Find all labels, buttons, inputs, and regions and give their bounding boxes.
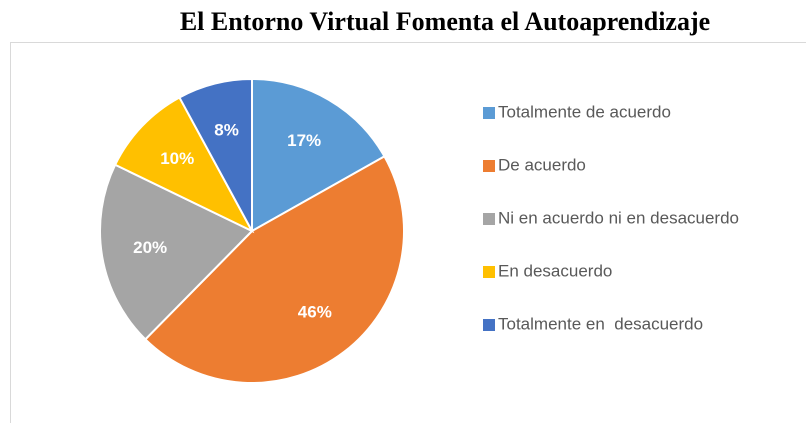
pie-slice bbox=[178, 77, 253, 232]
legend-label: En desacuerdo bbox=[498, 261, 612, 280]
legend-swatch bbox=[483, 319, 495, 331]
data-label: 8% bbox=[214, 120, 239, 139]
pie-slice bbox=[99, 163, 254, 341]
legend-label: Totalmente de acuerdo bbox=[498, 102, 671, 121]
data-label: 10% bbox=[160, 149, 194, 168]
data-label: 46% bbox=[298, 303, 332, 322]
legend-label: De acuerdo bbox=[498, 155, 586, 174]
pie-slice bbox=[113, 96, 255, 234]
pie-slice bbox=[143, 155, 405, 384]
legend-swatch bbox=[483, 160, 495, 172]
chart-title: El Entorno Virtual Fomenta el Autoaprend… bbox=[180, 7, 710, 36]
legend-label: Totalmente en desacuerdo bbox=[498, 314, 703, 333]
legend-label: Ni en acuerdo ni en desacuerdo bbox=[498, 208, 739, 227]
legend-swatch bbox=[483, 213, 495, 225]
legend-swatch bbox=[483, 266, 495, 278]
pie-slice bbox=[251, 77, 386, 233]
data-label: 17% bbox=[287, 131, 321, 150]
data-label: 20% bbox=[133, 238, 167, 257]
legend-swatch bbox=[483, 107, 495, 119]
chart-frame bbox=[10, 42, 806, 423]
